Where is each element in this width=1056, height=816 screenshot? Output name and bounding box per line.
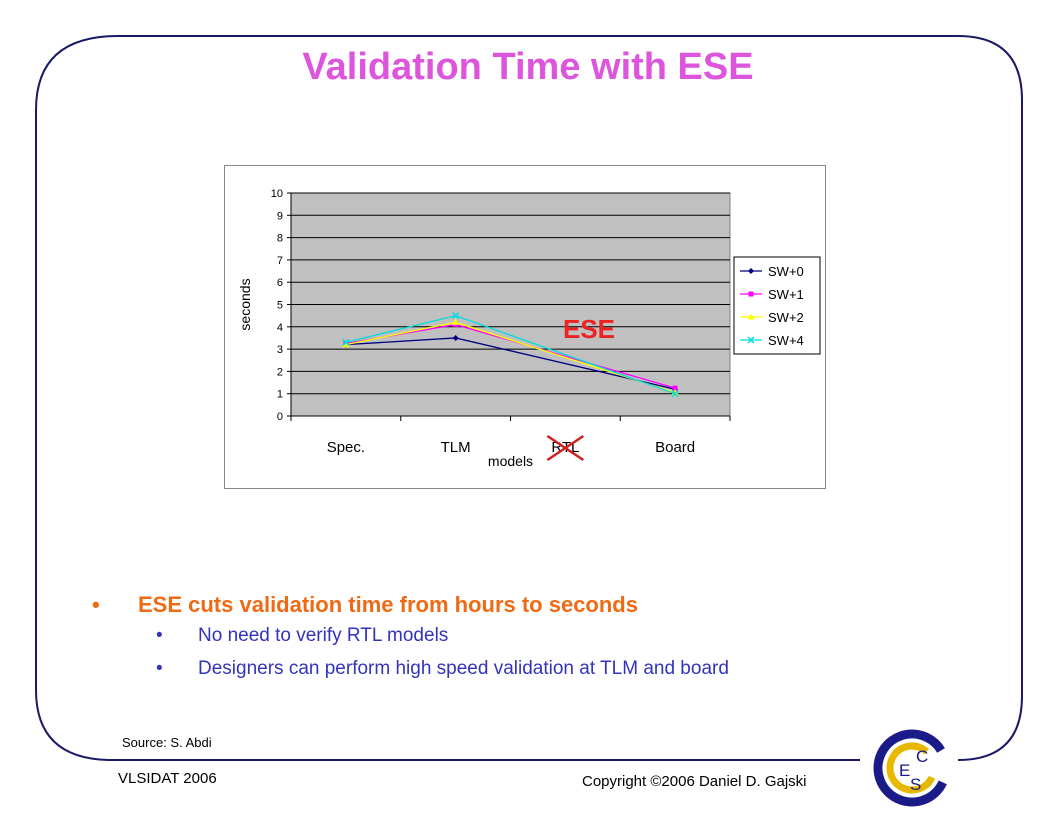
ces-logo: C E S (873, 729, 951, 807)
data-point (671, 390, 679, 398)
data-point (748, 268, 754, 274)
y-axis-label: seconds (237, 278, 253, 330)
data-point (452, 334, 459, 341)
legend-entry: SW+1 (768, 287, 804, 302)
strike-mark (546, 434, 585, 462)
line-chart: 012345678910Spec.TLMRTLBoardmodelssecond… (237, 188, 821, 469)
bullet-dot: • (92, 592, 100, 617)
bullet-dot: • (156, 625, 163, 646)
y-tick-label: 4 (277, 322, 283, 334)
data-point (672, 385, 678, 391)
data-point (748, 291, 754, 297)
y-tick-label: 8 (277, 233, 283, 245)
y-tick-label: 0 (277, 411, 283, 423)
y-tick-label: 9 (277, 210, 283, 222)
y-tick-label: 2 (277, 366, 283, 378)
data-point (747, 336, 755, 344)
data-point (452, 318, 460, 325)
ese-annotation: ESE (563, 314, 615, 344)
sub-bullet-text: Designers can perform high speed validat… (198, 658, 729, 679)
x-tick-label: Board (655, 439, 695, 456)
chart-container: 012345678910Spec.TLMRTLBoardmodelssecond… (224, 165, 826, 489)
x-tick-label: Spec. (327, 439, 365, 456)
x-axis-label: models (488, 453, 533, 469)
footer-conference: VLSIDAT 2006 (118, 770, 217, 787)
data-point (747, 313, 755, 320)
bullet-dot: • (156, 658, 163, 679)
data-point (342, 341, 350, 348)
logo-letter-c: C (916, 747, 928, 766)
logo-letter-s: S (910, 775, 921, 794)
y-tick-label: 6 (277, 277, 283, 289)
slide-title: Validation Time with ESE (302, 46, 754, 88)
logo-letter-e: E (899, 761, 910, 780)
y-tick-label: 10 (271, 188, 283, 200)
legend-entry: SW+0 (768, 264, 804, 279)
y-tick-label: 3 (277, 344, 283, 356)
source-note: Source: S. Abdi (122, 735, 212, 750)
footer-copyright: Copyright ©2006 Daniel D. Gajski (582, 773, 807, 790)
data-point (342, 338, 350, 346)
legend-entry: SW+2 (768, 310, 804, 325)
y-tick-label: 1 (277, 389, 283, 401)
main-bullet-text: ESE cuts validation time from hours to s… (138, 592, 638, 617)
legend-entry: SW+4 (768, 333, 804, 348)
y-tick-label: 5 (277, 300, 283, 312)
sub-bullet-text: No need to verify RTL models (198, 625, 449, 646)
x-tick-label: TLM (441, 439, 471, 456)
data-point (452, 312, 460, 320)
y-tick-label: 7 (277, 255, 283, 267)
